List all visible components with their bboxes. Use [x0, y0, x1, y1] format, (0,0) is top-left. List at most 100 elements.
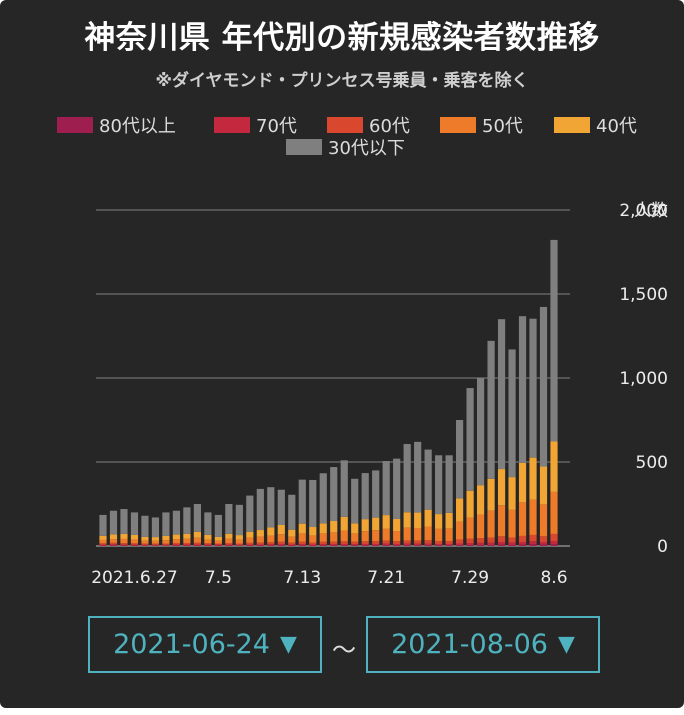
bar-segment	[351, 541, 359, 545]
bar-segment	[319, 544, 327, 546]
bar-segment	[151, 517, 160, 538]
bar-segment	[214, 545, 222, 546]
bar-segment	[235, 504, 243, 536]
bar-segment	[256, 530, 264, 537]
bar-segment	[330, 520, 338, 533]
bar-segment	[487, 544, 495, 546]
bar-segment	[256, 544, 264, 546]
bar-segment	[330, 532, 338, 542]
bar-segment	[330, 541, 338, 545]
bar-segment	[130, 534, 139, 540]
legend-item-70s[interactable]: 70代	[214, 114, 297, 137]
bar-segment	[298, 545, 306, 546]
bar-segment	[529, 541, 537, 545]
bar-segment	[550, 441, 558, 492]
bar-segment	[393, 531, 401, 542]
bar-segment	[162, 540, 170, 544]
bar-segment	[361, 543, 369, 546]
bar-segment	[172, 542, 181, 545]
bar-segment	[456, 498, 464, 522]
bar-segment	[403, 444, 411, 513]
legend-item-40s[interactable]: 40代	[554, 114, 637, 137]
bar-segment	[456, 543, 464, 546]
bar-segment	[141, 515, 149, 537]
bar-segment	[393, 518, 401, 532]
bar-segment	[309, 479, 317, 528]
bar-segment	[466, 542, 474, 545]
bar-segment	[372, 545, 380, 546]
legend-item-60s[interactable]: 60代	[327, 114, 410, 137]
bar-segment	[288, 542, 296, 545]
bar-segment	[256, 536, 264, 543]
start-date-select[interactable]: 2021-06-24 ▼	[88, 616, 322, 673]
bar-segment	[351, 544, 359, 546]
bar-segment	[372, 541, 380, 544]
bar-segment	[361, 531, 369, 542]
bar-segment	[445, 528, 453, 541]
legend-item-80s-plus[interactable]: 80代以上	[57, 114, 176, 137]
bar-segment	[193, 504, 201, 532]
bar-segment	[435, 455, 443, 515]
bar-segment	[183, 544, 191, 546]
bar-segment	[456, 420, 464, 499]
x-tick-label: 7.29	[451, 568, 489, 588]
legend-label: 70代	[256, 116, 297, 137]
bar-segment	[214, 514, 222, 537]
bar-segment	[246, 495, 254, 532]
end-date-select[interactable]: 2021-08-06 ▼	[366, 616, 600, 673]
bar-segment	[246, 545, 254, 546]
bar-segment	[109, 510, 118, 535]
bar-segment	[204, 539, 212, 544]
bar-segment	[130, 543, 139, 545]
bar-segment	[214, 544, 222, 546]
bar-segment	[309, 535, 317, 543]
bar-segment	[456, 545, 464, 546]
bar-segment	[361, 473, 369, 520]
bar-segment	[172, 510, 181, 535]
bar-segment	[340, 541, 348, 544]
bar-segment	[550, 239, 558, 442]
bar-segment	[382, 543, 390, 546]
legend-item-50s[interactable]: 50代	[440, 114, 523, 137]
range-separator: 〜	[332, 636, 356, 664]
bar-segment	[162, 543, 170, 545]
bar-segment	[466, 490, 474, 518]
bar-segment	[518, 502, 527, 536]
bar-segment	[141, 544, 149, 546]
bar-segment	[539, 536, 548, 542]
bar-segment	[193, 545, 201, 546]
bar-segment	[403, 543, 411, 546]
bar-segment	[414, 543, 422, 546]
bar-segment	[351, 545, 359, 546]
bar-segment	[539, 504, 548, 537]
bar-segment	[456, 521, 464, 540]
legend-swatch	[327, 117, 363, 133]
bar-segment	[340, 460, 348, 517]
bar-segment	[246, 531, 254, 538]
bar-segment	[267, 527, 275, 536]
bar-segment	[267, 487, 275, 528]
bar-segment	[330, 467, 338, 521]
bar-segment	[99, 514, 107, 536]
bar-segment	[99, 543, 107, 545]
bar-segment	[456, 539, 464, 544]
bar-segment	[193, 544, 201, 546]
bar-segment	[529, 318, 537, 458]
bar-segment	[508, 537, 516, 543]
bar-segment	[214, 536, 222, 541]
bar-segment	[550, 544, 558, 546]
legend-item-30s-under[interactable]: 30代以下	[286, 136, 405, 159]
bar-segment	[403, 540, 411, 544]
bar-segment	[288, 529, 296, 537]
bar-segment	[172, 539, 181, 543]
bar-segment	[120, 538, 128, 544]
bar-segment	[445, 512, 453, 529]
bar-segment	[151, 540, 160, 544]
legend-label: 50代	[482, 116, 523, 137]
bar-segment	[487, 542, 495, 545]
bar-segment	[435, 540, 443, 544]
bar-segment	[298, 533, 306, 542]
bar-segment	[393, 545, 401, 546]
